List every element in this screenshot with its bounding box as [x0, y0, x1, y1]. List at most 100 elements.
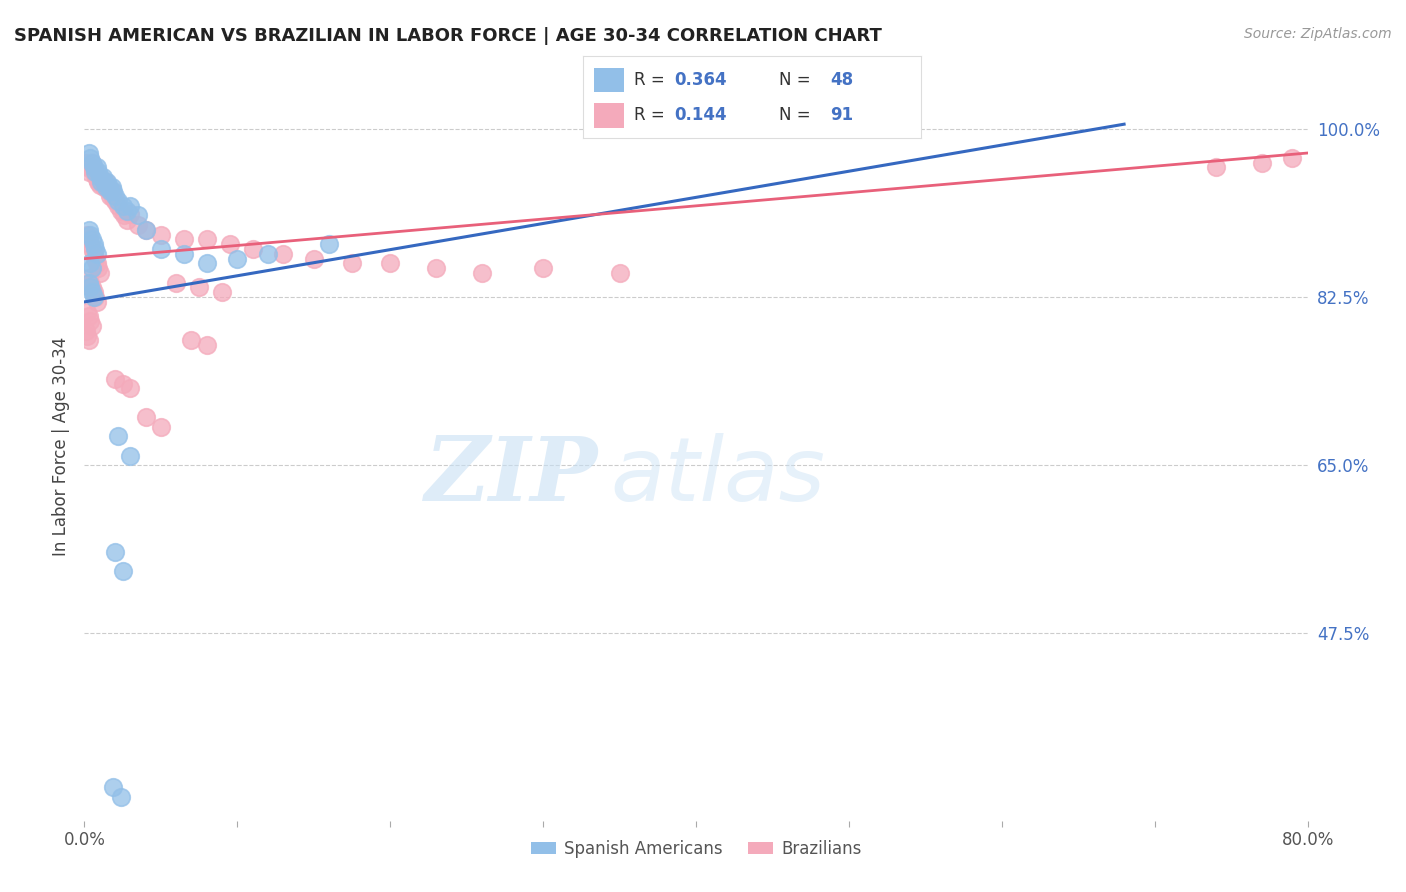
Text: 91: 91	[830, 106, 853, 124]
Point	[80, 285, 103, 300]
Point	[1281, 151, 1303, 165]
Point	[1250, 155, 1272, 169]
Point	[271, 247, 294, 261]
Point	[112, 209, 135, 223]
Point	[135, 223, 157, 237]
Point	[77, 165, 100, 179]
Point	[86, 161, 108, 175]
Point	[104, 372, 127, 386]
Point	[425, 261, 447, 276]
Point	[79, 151, 101, 165]
Point	[302, 252, 325, 266]
Text: N =: N =	[779, 71, 811, 89]
Point	[84, 290, 107, 304]
Point	[77, 310, 100, 324]
Point	[120, 381, 142, 395]
Text: R =: R =	[634, 71, 665, 89]
Point	[609, 266, 631, 280]
Point	[101, 185, 124, 199]
Point	[83, 161, 105, 175]
Point	[77, 276, 100, 290]
Text: SPANISH AMERICAN VS BRAZILIAN IN LABOR FORCE | AGE 30-34 CORRELATION CHART: SPANISH AMERICAN VS BRAZILIAN IN LABOR F…	[14, 27, 882, 45]
Point	[104, 544, 127, 558]
Point	[87, 175, 110, 189]
Point	[98, 189, 121, 203]
Point	[83, 162, 105, 177]
Point	[96, 175, 118, 189]
Point	[135, 410, 157, 425]
Text: N =: N =	[779, 106, 811, 124]
Point	[89, 266, 111, 280]
Point	[76, 227, 98, 242]
Point	[91, 175, 114, 189]
Text: 48: 48	[830, 71, 853, 89]
Point	[111, 199, 134, 213]
Point	[86, 294, 108, 309]
FancyBboxPatch shape	[593, 103, 624, 128]
Point	[94, 179, 117, 194]
Point	[226, 252, 249, 266]
Point	[79, 256, 101, 270]
Point	[83, 290, 105, 304]
Point	[135, 223, 157, 237]
Point	[173, 232, 195, 246]
Point	[149, 242, 172, 256]
Point	[80, 280, 103, 294]
Point	[149, 419, 172, 434]
Point	[84, 242, 107, 256]
Point	[257, 247, 280, 261]
Point	[79, 314, 101, 328]
Point	[79, 237, 101, 252]
Point	[80, 261, 103, 276]
FancyBboxPatch shape	[593, 68, 624, 92]
Point	[76, 304, 98, 318]
Point	[471, 266, 494, 280]
Text: R =: R =	[634, 106, 665, 124]
Text: Source: ZipAtlas.com: Source: ZipAtlas.com	[1244, 27, 1392, 41]
Point	[80, 155, 103, 169]
Point	[107, 194, 129, 208]
Point	[104, 194, 127, 208]
Point	[195, 338, 218, 352]
Point	[86, 172, 108, 186]
Point	[87, 165, 110, 179]
Point	[83, 237, 105, 252]
Point	[188, 280, 211, 294]
Y-axis label: In Labor Force | Age 30-34: In Labor Force | Age 30-34	[52, 336, 70, 556]
Text: 0.144: 0.144	[675, 106, 727, 124]
Point	[77, 146, 100, 161]
Point	[242, 242, 264, 256]
Point	[120, 199, 142, 213]
Point	[104, 189, 127, 203]
Point	[318, 237, 340, 252]
Point	[107, 199, 129, 213]
Point	[86, 247, 108, 261]
Point	[76, 161, 98, 175]
Legend: Spanish Americans, Brazilians: Spanish Americans, Brazilians	[524, 833, 868, 864]
Point	[77, 271, 100, 285]
Point	[110, 203, 132, 218]
Point	[103, 780, 125, 794]
Point	[127, 218, 149, 232]
Point	[80, 155, 103, 169]
Point	[107, 429, 129, 443]
Point	[101, 179, 124, 194]
Point	[79, 280, 101, 294]
Point	[79, 227, 101, 242]
Point	[77, 334, 100, 348]
Point	[111, 376, 134, 391]
Point	[103, 185, 125, 199]
Point	[218, 237, 240, 252]
Point	[211, 285, 233, 300]
Point	[94, 175, 117, 189]
Point	[120, 206, 142, 220]
Point	[84, 165, 107, 179]
Point	[165, 276, 187, 290]
Point	[90, 175, 112, 189]
Point	[86, 256, 108, 270]
Point	[96, 181, 118, 195]
Point	[89, 169, 111, 184]
Point	[84, 168, 107, 182]
Text: 0.364: 0.364	[675, 71, 727, 89]
Text: ZIP: ZIP	[425, 433, 598, 519]
